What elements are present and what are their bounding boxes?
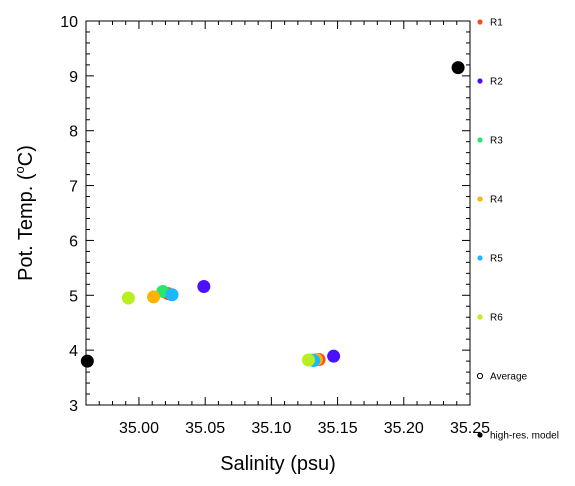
y-tick-label: 3 [69,398,78,415]
point-r2 [327,349,341,363]
legend-label-high-res-model: high-res. model [490,431,559,442]
legend-marker-r3 [477,137,483,143]
legend-marker-high-res-model [477,432,483,438]
legend-marker-r6 [477,314,483,320]
y-tick-label: 6 [69,233,78,250]
point-r4 [147,290,161,304]
x-tick-label: 35.25 [450,420,490,437]
legend-marker-r2 [477,78,483,84]
legend-marker-average [476,372,484,380]
legend-label-r5: R5 [490,254,503,265]
point-high-res-model [451,61,465,75]
x-tick-label: 35.15 [318,420,358,437]
data-points [80,61,465,368]
legend-label-r1: R1 [490,18,503,29]
x-axis-ticks: 35.00 35.05 35.10 35.15 35.20 35.25 [85,21,490,437]
legend-label-r3: R3 [490,136,503,147]
legend-label-r2: R2 [490,77,503,88]
legend-label-r6: R6 [490,313,503,324]
legend-label-average: Average [490,372,528,383]
x-tick-label: 35.05 [185,420,225,437]
y-tick-label: 9 [69,69,78,86]
legend-marker-r4 [477,196,483,202]
y-tick-label: 7 [69,179,78,196]
x-axis-title: Salinity (psu) [220,453,336,475]
point-high-res-model [80,354,94,368]
y-axis-title-main: Pot. Temp. ( [15,173,37,281]
y-tick-label: 4 [69,343,78,360]
plot-frame [85,20,471,406]
y-axis-title: Pot. Temp. (oC) [12,145,37,281]
point-r5 [165,288,179,302]
y-axis-title-degree: o [12,166,27,173]
x-tick-label: 35.00 [119,420,159,437]
legend: R1 R2 R3 R4 R5 R6 Average high-res. model [476,18,559,442]
legend-label-r4: R4 [490,195,503,206]
y-tick-label: 10 [60,14,78,31]
x-tick-label: 35.10 [251,420,291,437]
x-tick-label: 35.20 [384,420,424,437]
point-r6 [121,291,135,305]
y-tick-label: 8 [69,124,78,141]
y-tick-label: 5 [69,288,78,305]
point-r6 [301,353,315,367]
y-axis-ticks: 3 4 5 6 7 8 9 10 [60,14,470,415]
y-axis-title-unit: C) [15,145,37,166]
point-r2 [197,280,211,294]
legend-marker-r5 [477,255,483,261]
legend-marker-r1 [477,19,483,25]
